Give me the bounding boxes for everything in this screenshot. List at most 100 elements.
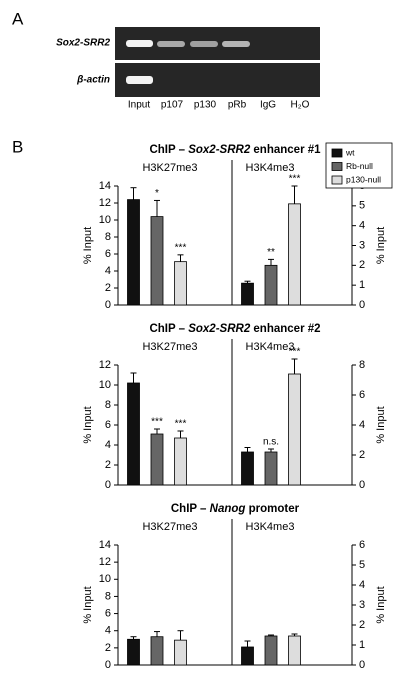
y-tick-label: 12 [99,197,111,209]
bar [264,635,278,666]
gel-band [126,76,153,84]
y-tick-label: 2 [105,642,111,654]
y-tick-label: 14 [99,539,111,551]
error-bar [130,372,137,383]
y-tick-label: 6 [105,419,111,431]
gel-band [222,41,250,47]
gel-band [157,41,185,47]
bar [241,282,254,306]
y-tick-label: 0 [105,479,111,491]
y2-tick-label: 4 [359,419,365,431]
significance-label: n.s. [263,437,279,448]
lane-label: p107 [161,100,184,111]
error-bar [268,448,274,452]
y2-tick-label: 2 [359,259,365,271]
y-tick-label: 8 [105,399,111,411]
y2-tick-label: 6 [359,389,365,401]
bar [288,373,301,486]
y-tick-label: 0 [105,299,111,311]
lane-label: p130 [194,100,217,111]
legend-swatch [331,148,343,158]
bar [241,451,254,486]
title-part: ChIP – [171,503,210,515]
chart-title: ChIP – Nanog promoter [171,503,300,515]
error-bar [244,447,251,452]
legend-label: wt [345,147,355,157]
category-label: H3K27me3 [142,341,197,353]
error-bar [130,636,137,640]
y2-tick-label: 6 [359,539,365,551]
bar [150,216,164,306]
bar [241,646,254,666]
error-bar [177,254,184,262]
error-bar [130,187,137,200]
y-tick-label: 10 [99,573,111,585]
error-bar [291,358,298,374]
bar [127,382,140,486]
significance-label: *** [175,419,187,430]
error-bar [177,430,184,438]
y2-tick-label: 2 [359,449,365,461]
title-part: enhancer #1 [250,144,321,156]
lane-label: H₂O [291,100,310,111]
bar [127,638,140,666]
y-tick-label: 2 [105,459,111,471]
error-bar [291,185,298,204]
y-tick-label: 8 [105,590,111,602]
category-label: H3K4me3 [246,341,295,353]
lane-label: Input [128,100,150,111]
gel [115,27,320,97]
y-axis-label: % Input [82,586,94,623]
y2-tick-label: 1 [359,639,365,651]
y-tick-label: 4 [105,265,111,277]
lane-label: pRb [228,100,247,111]
y-tick-label: 10 [99,214,111,226]
y2-tick-label: 5 [359,559,365,571]
significance-label: * [155,188,159,199]
legend-label: Rb-null [346,161,373,171]
bar [150,433,164,486]
category-label: H3K27me3 [142,521,197,533]
y-tick-label: 6 [105,607,111,619]
y2-tick-label: 0 [359,659,365,671]
title-part: Sox2-SRR2 [188,323,251,335]
title-part: ChIP – [149,144,188,156]
y-tick-label: 12 [99,556,111,568]
chart-title: ChIP – Sox2-SRR2 enhancer #2 [149,323,320,335]
y2-tick-label: 2 [359,619,365,631]
significance-label: *** [289,347,301,358]
y2-axis-label: % Input [375,406,387,443]
y-tick-label: 4 [105,625,111,637]
error-bar [268,258,274,266]
gel-row-label: β-actin [76,75,110,86]
y-tick-label: 2 [105,282,111,294]
title-part: Nanog [210,503,246,515]
y2-axis-label: % Input [375,586,387,623]
panel-label: B [12,137,23,156]
y2-tick-label: 0 [359,299,365,311]
legend-swatch [331,162,343,171]
y-tick-label: 10 [99,379,111,391]
y2-tick-label: 3 [359,599,365,611]
bar [288,203,301,306]
error-bar [154,428,160,434]
error-bar [291,633,298,636]
title-part: promoter [245,503,299,515]
y2-tick-label: 0 [359,479,365,491]
y-tick-label: 12 [99,359,111,371]
bar [174,639,187,666]
category-label: H3K4me3 [246,521,295,533]
y-axis-label: % Input [82,227,94,264]
category-label: H3K27me3 [142,162,197,174]
significance-label: ** [267,247,275,258]
gel-band [190,41,218,47]
title-part: ChIP – [149,323,188,335]
y-tick-label: 0 [105,659,111,671]
significance-label: *** [289,174,301,185]
bar [264,451,278,486]
y2-tick-label: 4 [359,220,365,232]
bar [150,636,164,666]
y2-tick-label: 3 [359,239,365,251]
gel-band [126,40,153,47]
